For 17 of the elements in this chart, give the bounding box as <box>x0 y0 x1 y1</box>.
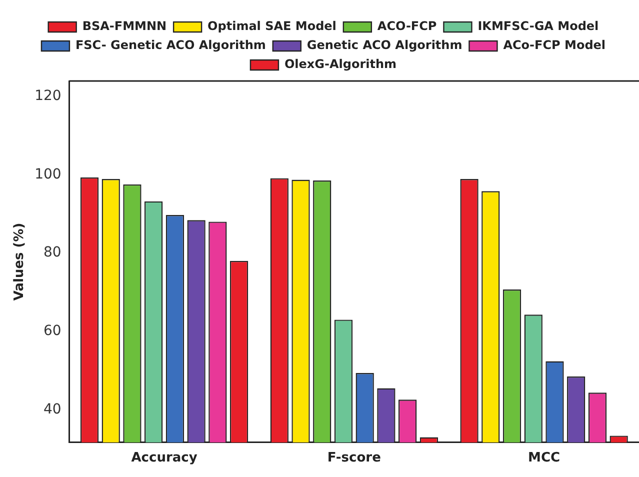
y-tick-label: 80 <box>43 244 62 261</box>
y-tick-label: 60 <box>43 323 62 340</box>
y-tick-label: 120 <box>34 88 62 104</box>
legend-label: FSC- Genetic ACO Algorithm <box>75 38 266 52</box>
x-tick-label: F-score <box>327 450 382 466</box>
x-tick-label: MCC <box>528 450 560 466</box>
legend-label: ACo-FCP Model <box>503 38 606 52</box>
legend-label: OlexG-Algorithm <box>284 57 397 72</box>
y-tick-label: 40 <box>43 402 62 418</box>
y-tick-label: 100 <box>34 166 62 182</box>
legend-label: Genetic ACO Algorithm <box>306 38 462 52</box>
y-axis-title: Values (%) <box>12 222 28 301</box>
x-tick-label: Accuracy <box>131 450 198 466</box>
legend-label: ACO-FCP <box>377 19 437 34</box>
legend-label: Optimal SAE Model <box>208 19 336 34</box>
legend-label: BSA-FMMNN <box>82 19 167 34</box>
legend-label: IKMFSC-GA Model <box>478 19 599 34</box>
